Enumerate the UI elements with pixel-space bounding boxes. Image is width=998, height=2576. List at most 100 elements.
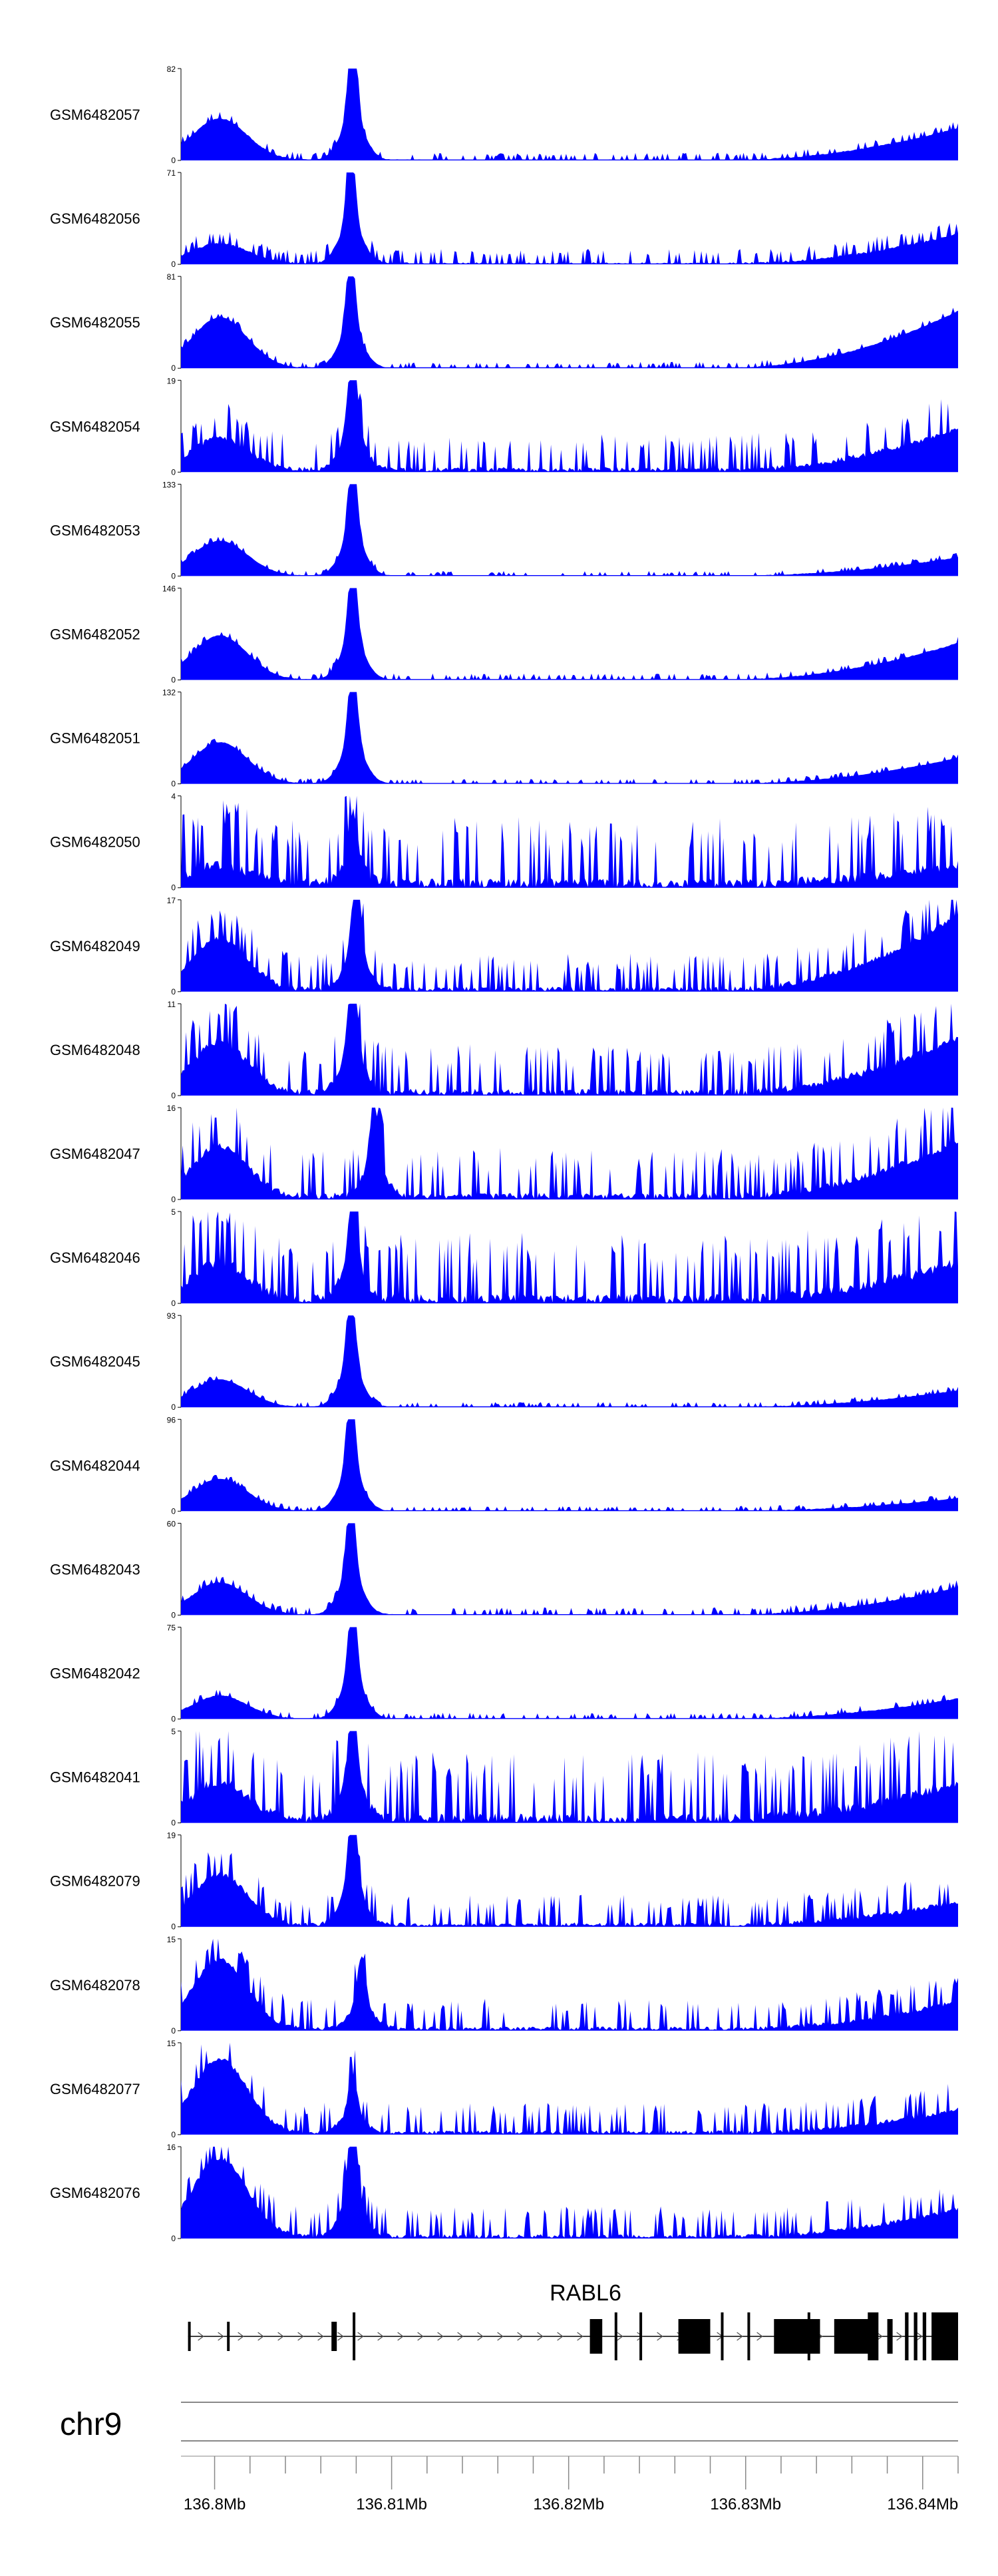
y-max-label: 132 — [162, 688, 176, 698]
exon-block — [747, 2312, 750, 2360]
track-label: GSM6482051 — [50, 730, 140, 747]
exon-block — [188, 2322, 191, 2351]
tick-label: 136.84Mb — [887, 2495, 958, 2513]
y-min-label: 0 — [171, 1402, 176, 1412]
exon-block — [922, 2312, 927, 2360]
coverage-area — [181, 2042, 958, 2135]
y-max-label: 15 — [167, 2039, 176, 2048]
y-min-label: 0 — [171, 363, 176, 373]
y-min-label: 0 — [171, 571, 176, 580]
y-min-label: 0 — [171, 1195, 176, 1204]
y-min-label: 0 — [171, 2130, 176, 2139]
strand-chevron — [637, 2332, 643, 2341]
track-GSM6482077: GSM6482077 15 0 — [50, 2039, 958, 2139]
chromosome-band: chr9 — [60, 2402, 958, 2442]
strand-chevron — [198, 2332, 204, 2341]
y-max-label: 146 — [162, 584, 176, 594]
exon-block — [774, 2319, 820, 2354]
tick-label: 136.82Mb — [533, 2495, 604, 2513]
coverage-area — [181, 2147, 958, 2239]
y-min-label: 0 — [171, 1299, 176, 1308]
y-max-label: 11 — [168, 1000, 176, 1009]
coverage-area — [181, 1938, 958, 2031]
track-label: GSM6482046 — [50, 1249, 140, 1266]
exon-block — [905, 2312, 909, 2360]
y-max-label: 93 — [167, 1311, 176, 1321]
exon-block — [914, 2312, 917, 2360]
coverage-area — [181, 1419, 958, 1512]
track-label: GSM6482052 — [50, 626, 140, 643]
strand-chevron — [337, 2332, 344, 2341]
track-GSM6482044: GSM6482044 96 0 — [50, 1415, 958, 1516]
strand-chevron — [277, 2332, 284, 2341]
y-min-label: 0 — [171, 1715, 176, 1724]
strand-chevron — [238, 2332, 244, 2341]
y-min-label: 0 — [171, 779, 176, 789]
exon-block — [721, 2312, 724, 2360]
y-min-label: 0 — [171, 987, 176, 996]
track-GSM6482056: GSM6482056 71 0 — [50, 168, 958, 269]
track-GSM6482053: GSM6482053 133 0 — [50, 480, 958, 580]
track-GSM6482049: GSM6482049 17 0 — [50, 896, 958, 996]
y-max-label: 71 — [167, 168, 176, 178]
track-label: GSM6482076 — [50, 2185, 140, 2201]
strand-chevron — [218, 2332, 224, 2341]
track-label: GSM6482047 — [50, 1146, 140, 1162]
exon-block — [331, 2322, 337, 2351]
tick-label: 136.83Mb — [710, 2495, 781, 2513]
chromosome-label: chr9 — [60, 2407, 122, 2442]
track-label: GSM6482048 — [50, 1042, 140, 1058]
coverage-area — [181, 1211, 958, 1304]
y-max-label: 60 — [167, 1519, 176, 1528]
tick-label: 136.81Mb — [356, 2495, 427, 2513]
strand-chevron — [557, 2332, 564, 2341]
track-GSM6482043: GSM6482043 60 0 — [50, 1519, 958, 1619]
exon-block — [887, 2319, 893, 2354]
track-GSM6482052: GSM6482052 146 0 — [50, 584, 958, 685]
y-max-label: 16 — [167, 1104, 176, 1113]
strand-chevron — [577, 2332, 583, 2341]
y-min-label: 0 — [171, 676, 176, 685]
strand-chevron — [377, 2332, 384, 2341]
track-GSM6482042: GSM6482042 75 0 — [50, 1623, 958, 1724]
exon-block — [868, 2312, 879, 2360]
coverage-area — [181, 1834, 958, 1927]
strand-chevron — [517, 2332, 524, 2341]
y-max-label: 75 — [167, 1623, 176, 1633]
y-min-label: 0 — [171, 1922, 176, 1932]
strand-chevron — [617, 2332, 623, 2341]
y-min-label: 0 — [171, 1610, 176, 1619]
exon-block — [227, 2322, 230, 2351]
y-max-label: 17 — [167, 896, 176, 905]
strand-chevron — [297, 2332, 304, 2341]
coverage-area — [181, 484, 958, 576]
track-label: GSM6482078 — [50, 1977, 140, 1994]
track-label: GSM6482042 — [50, 1665, 140, 1682]
signal-tracks: GSM6482057820GSM6482056710GSM6482055810G… — [50, 65, 958, 2243]
y-min-label: 0 — [171, 2026, 176, 2036]
y-min-label: 0 — [171, 1819, 176, 1828]
strand-chevron — [417, 2332, 424, 2341]
y-max-label: 4 — [171, 792, 176, 801]
coverage-area — [181, 172, 958, 265]
strand-chevron — [357, 2332, 364, 2341]
y-min-label: 0 — [171, 260, 176, 269]
track-label: GSM6482045 — [50, 1353, 140, 1370]
strand-chevron — [317, 2332, 324, 2341]
coverage-area — [181, 1108, 958, 1199]
y-max-label: 96 — [167, 1415, 176, 1424]
strand-chevron — [896, 2332, 903, 2341]
track-label: GSM6482079 — [50, 1873, 140, 1890]
exon-block — [614, 2312, 617, 2360]
y-min-label: 0 — [171, 2234, 176, 2243]
y-min-label: 0 — [171, 883, 176, 893]
track-GSM6482078: GSM6482078 15 0 — [50, 1935, 958, 2036]
gene-name-label: RABL6 — [550, 2280, 621, 2306]
exon-block — [931, 2312, 958, 2360]
strand-chevron — [876, 2332, 883, 2341]
coverage-area — [181, 588, 958, 680]
strand-chevron — [397, 2332, 404, 2341]
strand-chevron — [257, 2332, 264, 2341]
track-label: GSM6482077 — [50, 2081, 140, 2097]
